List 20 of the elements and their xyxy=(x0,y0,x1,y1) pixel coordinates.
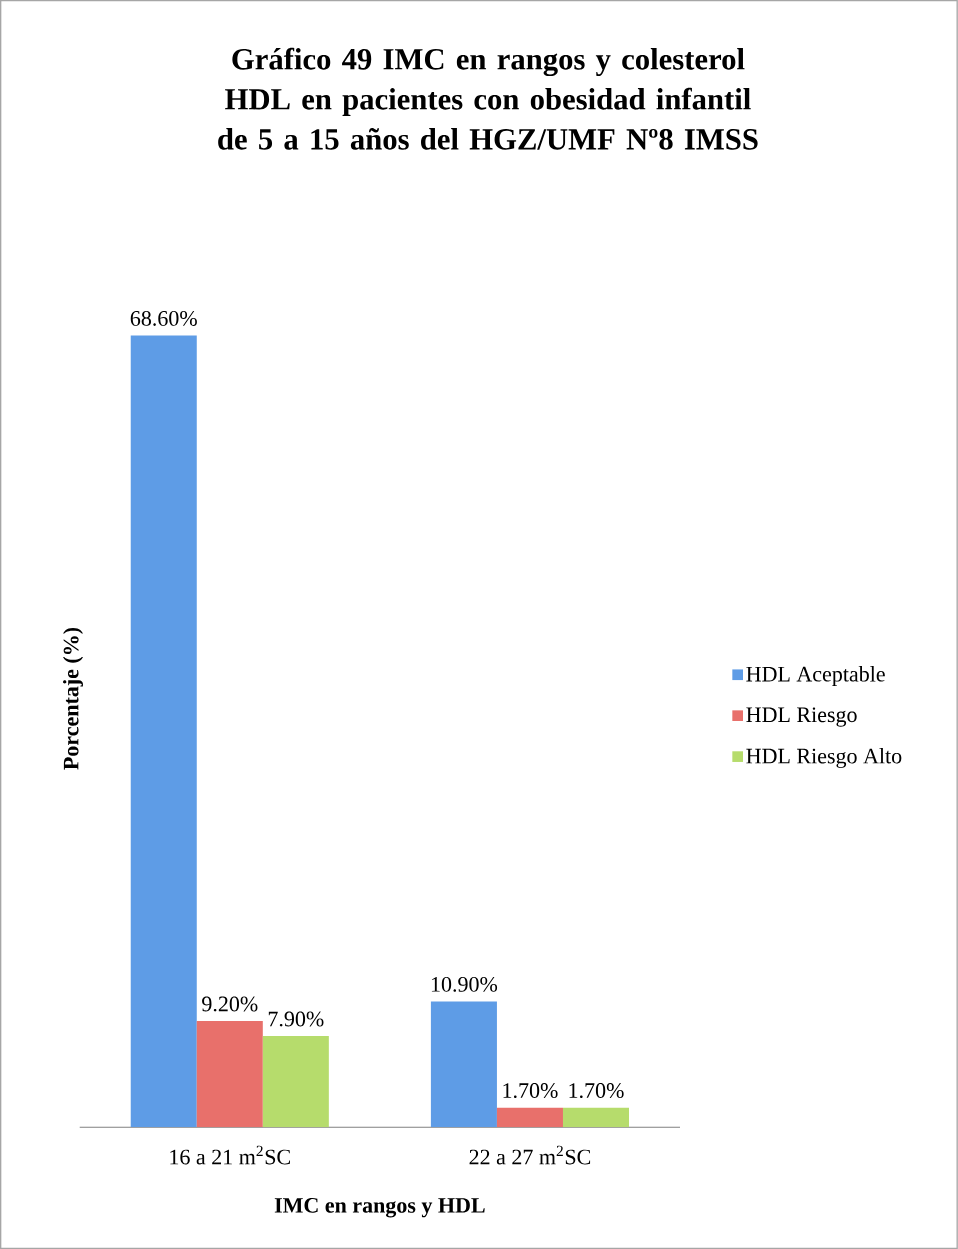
x-tick-label: 22 a 27 m$^{2}$SC xyxy=(469,1145,591,1165)
data-label: 10.90% xyxy=(431,976,498,992)
bar xyxy=(262,1036,329,1128)
data-label: 9.20% xyxy=(202,996,258,1012)
y-axis-title: Porcentaje (%) xyxy=(63,627,84,770)
bar xyxy=(196,1021,263,1128)
bar xyxy=(497,1107,564,1128)
data-label: 1.70% xyxy=(503,1083,558,1099)
data-label: 7.90% xyxy=(268,1011,324,1027)
bar xyxy=(430,1001,498,1128)
data-label: 68.60% xyxy=(130,310,197,326)
x-axis-title: IMC en rangos y HDL xyxy=(274,1197,485,1218)
legend-label: HDL Aceptable xyxy=(746,666,885,687)
chart-title: Gráfico 49 IMC en rangos y colesterol HDL en pacientes con obesidad infantil de 5 a 15 años del HGZ/UMF Nº8 IMSS xyxy=(218,47,758,150)
legend-label: HDL Riesgo Alto xyxy=(746,747,902,769)
x-tick-label: 16 a 21 m$^{2}$SC xyxy=(170,1145,291,1165)
legend-label: HDL Riesgo xyxy=(746,707,857,727)
bar xyxy=(130,335,197,1128)
bar xyxy=(563,1107,630,1128)
data-label: 1.70% xyxy=(569,1083,624,1099)
